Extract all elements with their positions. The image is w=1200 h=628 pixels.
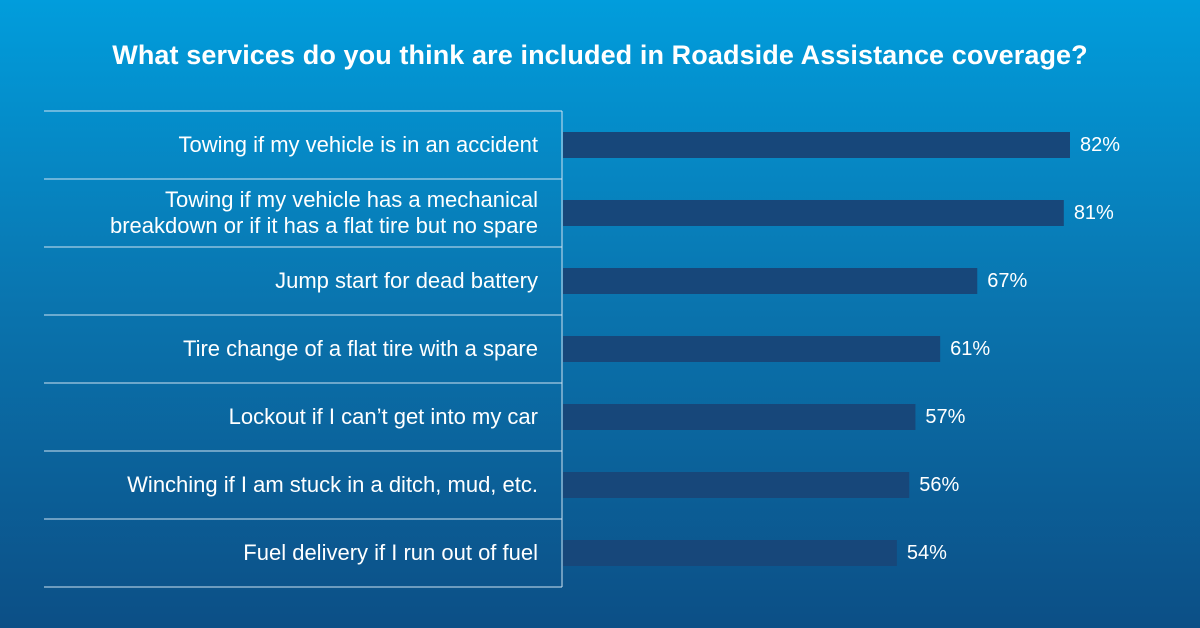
value-label: 57% bbox=[925, 406, 966, 428]
category-label-line: Towing if my vehicle is in an accident bbox=[178, 132, 539, 157]
category-label-line: Winching if I am stuck in a ditch, mud, … bbox=[127, 472, 538, 497]
category-label: Tire change of a flat tire with a spare bbox=[18, 336, 538, 362]
category-label-line: breakdown or if it has a flat tire but n… bbox=[109, 213, 538, 238]
bar bbox=[563, 540, 897, 566]
category-label-line: Towing if my vehicle has a mechanical bbox=[165, 187, 538, 212]
bar bbox=[563, 132, 1070, 158]
category-label-line: Fuel delivery if I run out of fuel bbox=[243, 540, 538, 565]
value-label: 61% bbox=[950, 338, 991, 360]
bar bbox=[563, 472, 910, 498]
value-label: 67% bbox=[987, 270, 1028, 292]
bar bbox=[563, 268, 978, 294]
category-label: Jump start for dead battery bbox=[18, 268, 538, 294]
category-label: Winching if I am stuck in a ditch, mud, … bbox=[18, 472, 538, 498]
bar bbox=[563, 404, 916, 430]
category-label-line: Tire change of a flat tire with a spare bbox=[182, 336, 538, 361]
bar bbox=[563, 336, 941, 362]
value-label: 82% bbox=[1080, 134, 1121, 156]
bar bbox=[563, 200, 1064, 226]
category-label: Fuel delivery if I run out of fuel bbox=[18, 540, 538, 566]
value-label: 56% bbox=[919, 474, 960, 496]
category-label-line: Lockout if I can’t get into my car bbox=[228, 404, 538, 429]
category-label: Lockout if I can’t get into my car bbox=[18, 404, 538, 430]
category-label: Towing if my vehicle has a mechanical bre… bbox=[18, 187, 538, 239]
category-label: Towing if my vehicle is in an accident bbox=[18, 132, 539, 158]
value-label: 54% bbox=[906, 542, 947, 564]
chart-title: What services do you think are included … bbox=[112, 40, 1088, 70]
value-label: 81% bbox=[1073, 202, 1114, 224]
category-label-line: Jump start for dead battery bbox=[275, 268, 538, 293]
